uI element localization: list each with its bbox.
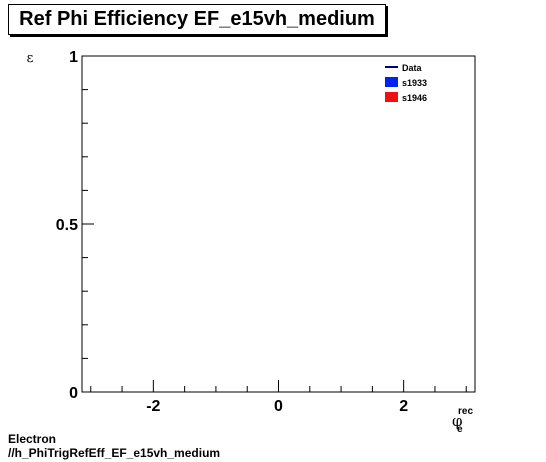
y-axis-label: ε <box>27 51 34 66</box>
legend-swatch-box <box>385 92 398 102</box>
x-axis-label: φ <box>452 412 463 430</box>
legend-entry-label: Data <box>402 63 423 73</box>
x-axis-label-sub: e <box>457 424 463 435</box>
x-tick-label: 2 <box>399 398 408 415</box>
y-tick-label: 0 <box>69 385 78 402</box>
x-tick-label: 0 <box>274 398 283 415</box>
y-tick-label: 1 <box>69 49 78 66</box>
footer-path: //h_PhiTrigRefEff_EF_e15vh_medium <box>8 446 221 460</box>
x-axis-label-sup: rec <box>458 406 473 417</box>
legend-entry-label: s1946 <box>402 93 427 103</box>
legend-entry-label: s1933 <box>402 78 427 88</box>
title-box: Ref Phi Efficiency EF_e15vh_medium <box>8 4 386 35</box>
y-tick-label: 0.5 <box>56 217 78 234</box>
legend-swatch-box <box>385 77 398 87</box>
plot-frame <box>81 55 476 393</box>
chart-title: Ref Phi Efficiency EF_e15vh_medium <box>19 8 375 30</box>
x-tick-label: -2 <box>146 398 160 415</box>
footer-label: Electron <box>8 432 57 446</box>
